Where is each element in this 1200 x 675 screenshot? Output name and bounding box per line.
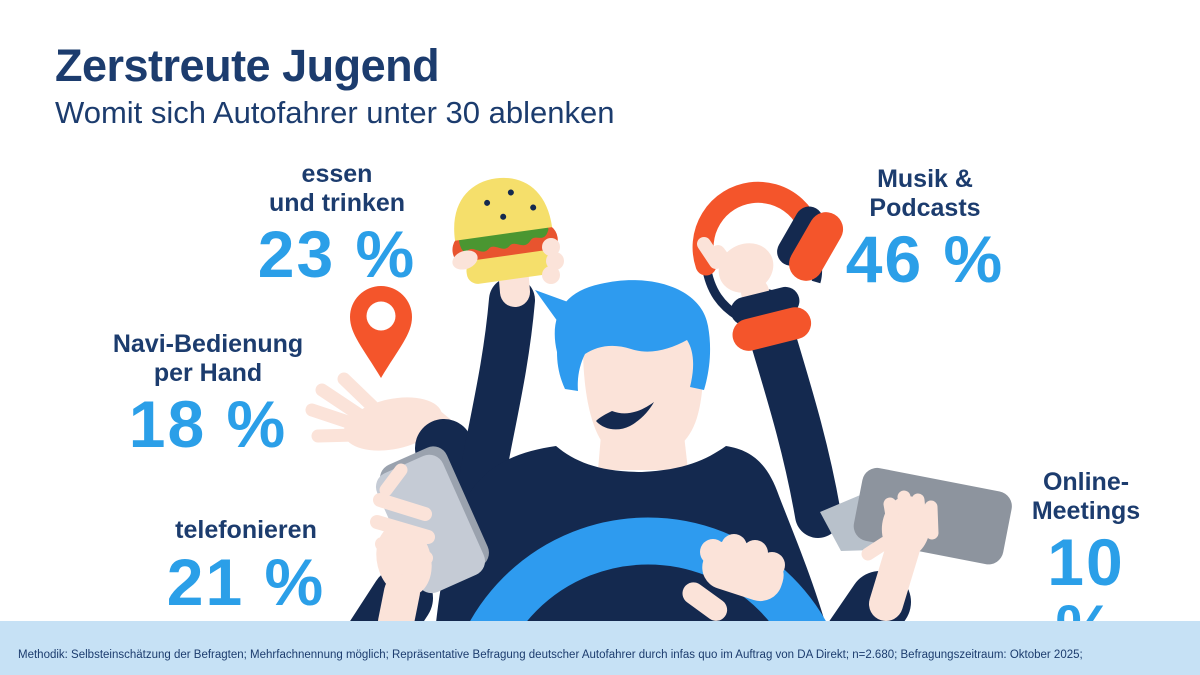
stat-label: Online- Meetings [1031,468,1141,525]
footer-strip: Methodik: Selbsteinschätzung der Befragt… [0,621,1200,675]
laptop-hand [861,490,939,621]
stat-value: 21 % [166,544,326,619]
stat-musik-podcasts: Musik & Podcasts 46 % [846,165,1004,292]
headphones-icon [692,181,844,351]
wheel-grip-hand [682,534,785,621]
methodology-text: Methodik: Selbsteinschätzung der Befragt… [18,649,1083,661]
smile [596,402,654,430]
page-title: Zerstreute Jugend [55,40,440,91]
hair [535,280,711,391]
stat-label: essen und trinken [268,160,406,217]
phone-icon [375,446,489,594]
stat-essen-und-trinken: essen und trinken 23 % [258,160,416,287]
burger-icon [452,177,558,284]
stat-value: 46 % [845,222,1005,296]
stat-value: 18 % [128,387,288,461]
stat-value: 23 % [257,217,417,291]
page-subtitle: Womit sich Autofahrer unter 30 ablenken [55,95,615,131]
steering-wheel [449,517,847,675]
stat-telefonieren: telefonieren 21 % [167,516,325,615]
stat-navi-bedienung: Navi-Bedienung per Hand 18 % [113,330,303,457]
stat-label: telefonieren [175,516,317,544]
stat-label: Musik & Podcasts [869,165,981,222]
stat-label: Navi-Bedienung per Hand [112,330,304,387]
phone-hand [370,463,435,640]
map-pin-icon [350,286,412,378]
headline-block: Zerstreute Jugend Womit sich Autofahrer … [55,42,614,130]
